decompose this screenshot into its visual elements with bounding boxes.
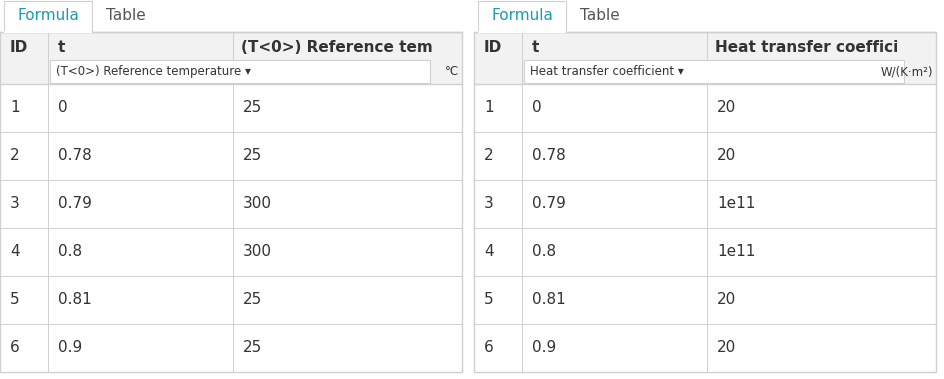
Text: 0.9: 0.9 [532, 340, 556, 356]
Bar [0, 132, 462, 180]
Bar [0, 32, 462, 84]
Text: 20: 20 [717, 340, 736, 356]
Text: 2: 2 [484, 149, 494, 163]
Text: Formula: Formula [491, 8, 553, 23]
Text: 2: 2 [10, 149, 20, 163]
Bar [474, 180, 936, 228]
Text: 20: 20 [717, 293, 736, 307]
Text: 1: 1 [484, 100, 494, 116]
Text: Formula: Formula [17, 8, 79, 23]
Text: Heat transfer coeffici: Heat transfer coeffici [715, 40, 899, 55]
Text: 6: 6 [10, 340, 20, 356]
Text: (T<0>) Reference temperature ▾: (T<0>) Reference temperature ▾ [56, 65, 251, 78]
Text: 0.79: 0.79 [58, 196, 92, 211]
Text: t: t [58, 40, 65, 55]
Bar [474, 84, 936, 132]
Text: 1e11: 1e11 [717, 244, 755, 260]
Text: Table: Table [581, 8, 620, 23]
Text: ID: ID [10, 40, 28, 55]
Text: ID: ID [484, 40, 502, 55]
Text: 0.8: 0.8 [532, 244, 556, 260]
Text: 4: 4 [484, 244, 494, 260]
Text: 0.81: 0.81 [58, 293, 92, 307]
Text: Heat transfer coefficient ▾: Heat transfer coefficient ▾ [530, 65, 683, 78]
Text: 25: 25 [243, 100, 262, 116]
Text: 25: 25 [243, 340, 262, 356]
Text: 0.9: 0.9 [58, 340, 82, 356]
Text: 0.81: 0.81 [532, 293, 565, 307]
Bar [474, 324, 936, 372]
Text: Table: Table [106, 8, 146, 23]
FancyBboxPatch shape [4, 1, 92, 32]
Text: (T<0>) Reference tem: (T<0>) Reference tem [241, 40, 432, 55]
Bar [474, 228, 936, 276]
Text: °C: °C [445, 65, 459, 78]
Bar [0, 84, 462, 132]
Text: 5: 5 [10, 293, 20, 307]
Text: 25: 25 [243, 293, 262, 307]
Bar [0, 276, 462, 324]
Text: 4: 4 [10, 244, 20, 260]
Text: 1e11: 1e11 [717, 196, 755, 211]
Text: t: t [532, 40, 539, 55]
Bar [50, 60, 430, 83]
Text: 0.8: 0.8 [58, 244, 82, 260]
Text: 300: 300 [243, 244, 272, 260]
Bar [474, 132, 936, 180]
Bar [0, 228, 462, 276]
Bar [524, 60, 904, 83]
Text: 300: 300 [243, 196, 272, 211]
Bar [0, 180, 462, 228]
Bar [5, 31, 91, 33]
Text: 0.79: 0.79 [532, 196, 565, 211]
Text: 20: 20 [717, 100, 736, 116]
Bar [0, 32, 462, 372]
Text: 6: 6 [484, 340, 494, 356]
Text: 3: 3 [10, 196, 20, 211]
Bar [0, 324, 462, 372]
Text: 1: 1 [10, 100, 20, 116]
Text: 0: 0 [58, 100, 68, 116]
Bar [474, 32, 936, 372]
Text: 5: 5 [484, 293, 494, 307]
Text: 0.78: 0.78 [58, 149, 92, 163]
Text: 20: 20 [717, 149, 736, 163]
Bar [474, 276, 936, 324]
Bar [474, 32, 936, 84]
Text: 3: 3 [484, 196, 494, 211]
Text: 0: 0 [532, 100, 542, 116]
Text: W/(K·m²): W/(K·m²) [881, 65, 933, 78]
Text: 0.78: 0.78 [532, 149, 565, 163]
FancyBboxPatch shape [478, 1, 566, 32]
Bar [479, 31, 565, 33]
Text: 25: 25 [243, 149, 262, 163]
